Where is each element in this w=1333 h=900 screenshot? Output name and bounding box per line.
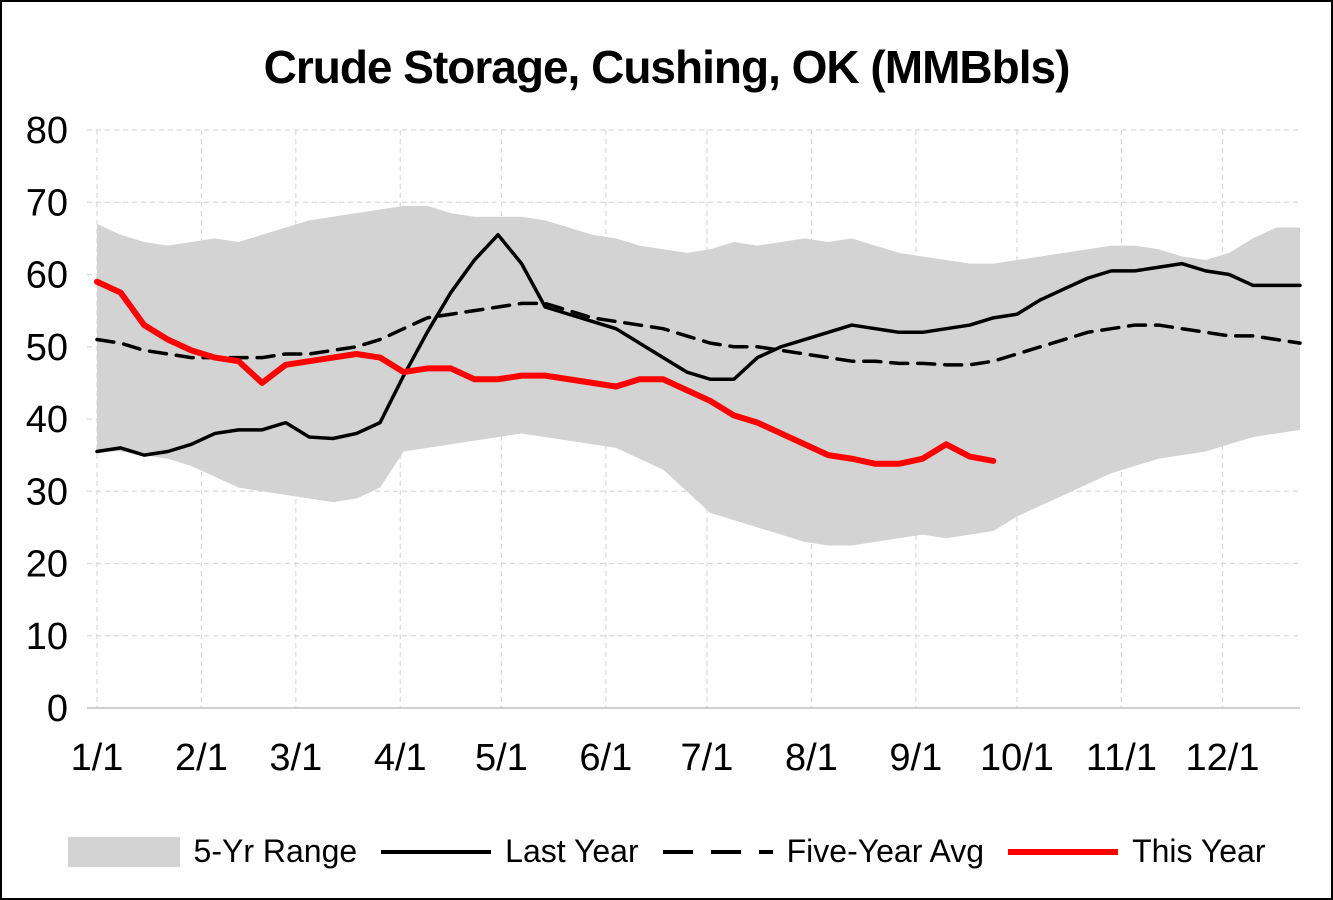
- y-tick-label: 10: [26, 616, 68, 658]
- y-tick-label: 70: [26, 182, 68, 224]
- x-tick-label: 11/1: [1086, 737, 1157, 779]
- legend-item-avg: Five-Year Avg: [662, 833, 985, 870]
- series-line-last-year: [95, 233, 1302, 457]
- y-tick-label: 80: [26, 110, 68, 152]
- x-tick-label: 6/1: [579, 737, 632, 779]
- red-line-swatch-icon: [1008, 848, 1119, 855]
- x-tick-label: 9/1: [889, 737, 942, 779]
- chart-legend: 5-Yr Range Last Year Five-Year Avg This …: [2, 833, 1331, 870]
- series-line-five-year-avg: [95, 301, 1302, 367]
- y-tick-label: 20: [26, 544, 68, 586]
- range-band-swatch-icon: [67, 836, 180, 867]
- y-tick-label: 50: [26, 327, 68, 369]
- y-tick-label: 30: [26, 471, 68, 513]
- series-line-this-year: [94, 278, 997, 467]
- x-tick-label: 3/1: [269, 737, 322, 779]
- solid-line-swatch-icon: [381, 849, 492, 854]
- legend-item-last-year: Last Year: [381, 833, 639, 870]
- y-tick-label: 40: [26, 399, 68, 441]
- x-tick-label: 8/1: [785, 737, 838, 779]
- x-tick-label: 7/1: [681, 737, 734, 779]
- legend-label-avg: Five-Year Avg: [786, 833, 985, 869]
- y-tick-label: 0: [47, 688, 68, 730]
- x-tick-label: 1/1: [71, 737, 124, 779]
- chart-title: Crude Storage, Cushing, OK (MMBbls): [263, 41, 1071, 93]
- x-tick-label: 2/1: [175, 737, 228, 779]
- legend-label-this-year: This Year: [1132, 833, 1266, 869]
- x-tick-label: 12/1: [1186, 737, 1260, 779]
- legend-label-last-year: Last Year: [505, 833, 639, 869]
- legend-label-range: 5-Yr Range: [193, 833, 358, 869]
- x-tick-label: 4/1: [374, 737, 427, 779]
- legend-item-this-year: This Year: [1008, 833, 1265, 870]
- y-tick-label: 60: [26, 255, 68, 297]
- dashed-line-swatch-icon: [662, 849, 773, 854]
- x-tick-label: 10/1: [980, 737, 1054, 779]
- legend-item-range: 5-Yr Range: [67, 833, 358, 870]
- x-tick-label: 5/1: [475, 737, 528, 779]
